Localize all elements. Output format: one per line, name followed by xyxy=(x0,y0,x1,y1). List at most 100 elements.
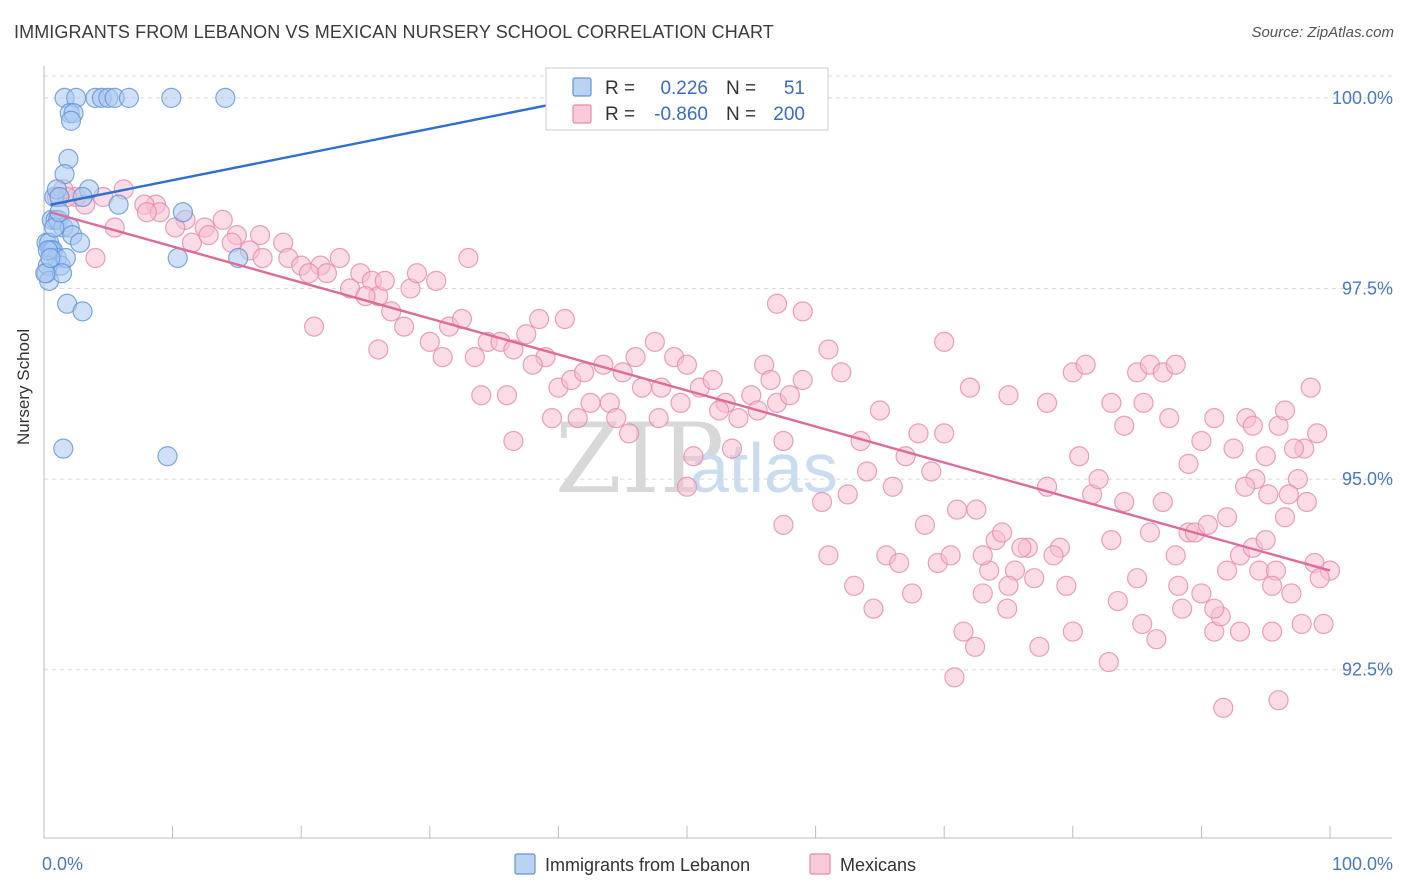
point-pink-144 xyxy=(1107,590,1128,612)
point-pink-188 xyxy=(1296,491,1317,513)
point-pink-142 xyxy=(1191,583,1212,604)
point-blue-50 xyxy=(40,247,61,269)
point-pink-23 xyxy=(85,247,106,269)
point-pink-190 xyxy=(1313,613,1334,635)
point-pink-128 xyxy=(998,575,1019,596)
point-pink-119 xyxy=(998,385,1019,406)
point-pink-54 xyxy=(529,308,550,330)
point-pink-140 xyxy=(1165,545,1186,566)
point-pink-108 xyxy=(921,461,942,482)
stats-swatch-blue xyxy=(572,77,592,97)
point-pink-204 xyxy=(889,552,910,574)
point-blue-26 xyxy=(172,202,193,223)
point-blue-45 xyxy=(157,446,178,467)
point-pink-13 xyxy=(212,209,233,230)
point-pink-193 xyxy=(1217,507,1238,528)
point-pink-45 xyxy=(432,347,453,368)
point-pink-179 xyxy=(1274,400,1296,421)
stats-r-label-pink: R = xyxy=(605,104,635,125)
point-pink-195 xyxy=(1213,697,1234,718)
point-pink-160 xyxy=(1114,415,1135,436)
point-pink-215 xyxy=(1168,575,1189,596)
point-pink-162 xyxy=(1159,408,1180,429)
point-pink-173 xyxy=(1262,621,1283,642)
point-pink-212 xyxy=(1062,621,1083,642)
point-pink-125 xyxy=(1024,568,1045,589)
point-pink-52 xyxy=(503,339,524,360)
point-pink-94 xyxy=(779,385,800,406)
legend-label-mexicans: Mexicans xyxy=(840,855,916,875)
point-pink-135 xyxy=(1101,529,1122,551)
point-pink-205 xyxy=(914,514,936,535)
point-pink-165 xyxy=(1204,408,1225,429)
point-pink-75 xyxy=(625,347,646,368)
point-pink-24 xyxy=(252,247,273,269)
point-pink-102 xyxy=(811,491,833,513)
point-pink-145 xyxy=(1146,629,1167,650)
point-pink-15 xyxy=(249,225,271,246)
point-pink-201 xyxy=(818,545,839,566)
point-blue-44 xyxy=(53,438,74,459)
point-pink-121 xyxy=(972,545,993,566)
point-pink-42 xyxy=(374,270,395,291)
legend-swatch-mexicans xyxy=(809,853,831,875)
point-pink-115 xyxy=(940,545,961,566)
point-blue-11 xyxy=(60,110,82,131)
point-pink-78 xyxy=(702,369,723,391)
point-pink-169 xyxy=(1204,598,1225,619)
point-pink-154 xyxy=(1075,354,1096,375)
point-pink-96 xyxy=(766,293,788,314)
point-pink-77 xyxy=(670,392,691,413)
point-pink-61 xyxy=(574,362,595,383)
point-blue-27 xyxy=(69,232,91,253)
point-pink-199 xyxy=(1262,575,1283,596)
point-pink-20 xyxy=(198,225,219,246)
point-pink-200 xyxy=(773,514,794,535)
point-pink-84 xyxy=(728,408,749,429)
point-pink-29 xyxy=(329,247,350,269)
y-tick-label-3: 92.5% xyxy=(1342,660,1393,680)
stats-n-label-pink: N = xyxy=(726,104,756,125)
point-pink-40 xyxy=(303,316,325,337)
watermark-atlas: atlas xyxy=(690,429,838,507)
point-pink-202 xyxy=(844,575,865,596)
point-pink-70 xyxy=(676,354,698,375)
point-pink-137 xyxy=(1126,568,1148,589)
point-pink-103 xyxy=(837,484,858,505)
point-pink-107 xyxy=(908,423,929,444)
point-pink-109 xyxy=(934,423,955,444)
point-pink-64 xyxy=(554,308,575,330)
point-pink-89 xyxy=(676,476,698,497)
point-pink-44 xyxy=(419,331,440,352)
y-tick-label-1: 97.5% xyxy=(1342,279,1393,299)
point-pink-210 xyxy=(997,598,1018,619)
point-pink-32 xyxy=(298,263,320,284)
point-pink-209 xyxy=(964,636,986,657)
point-pink-214 xyxy=(1132,613,1153,635)
point-pink-80 xyxy=(619,423,640,444)
legend-swatch-lebanon xyxy=(514,853,536,875)
point-pink-161 xyxy=(1133,392,1154,413)
point-pink-76 xyxy=(644,331,665,352)
point-pink-53 xyxy=(516,324,537,345)
stats-r-value-blue: 0.226 xyxy=(660,78,708,99)
point-pink-65 xyxy=(580,392,601,413)
series-lebanon-points xyxy=(35,87,249,467)
point-pink-208 xyxy=(944,667,965,688)
point-pink-211 xyxy=(1029,636,1050,657)
point-pink-166 xyxy=(1223,438,1244,459)
point-pink-97 xyxy=(792,301,813,322)
point-pink-183 xyxy=(1307,423,1328,444)
point-pink-168 xyxy=(1197,514,1218,535)
chart-title: IMMIGRANTS FROM LEBANON VS MEXICAN NURSE… xyxy=(14,22,774,42)
point-pink-116 xyxy=(966,499,987,520)
point-pink-198 xyxy=(1309,568,1330,589)
series-mexicans-points xyxy=(46,179,1341,718)
point-pink-49 xyxy=(464,347,485,368)
point-pink-213 xyxy=(1098,651,1119,673)
point-pink-120 xyxy=(934,331,955,352)
point-pink-104 xyxy=(869,400,891,421)
stats-n-label-blue: N = xyxy=(726,78,756,99)
axes xyxy=(43,66,1392,839)
